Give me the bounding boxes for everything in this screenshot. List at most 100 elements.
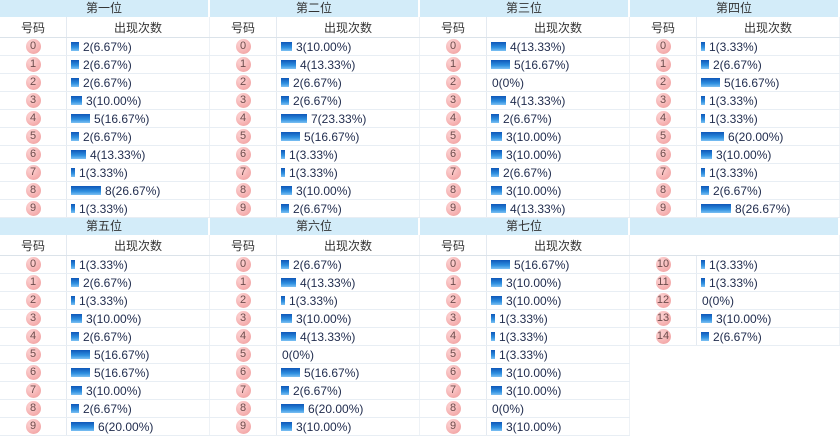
table-row: 3 3(10.00%) (210, 310, 420, 328)
table-row: 3 2(6.67%) (210, 92, 420, 110)
number-cell: 2 (630, 74, 697, 91)
number-cell: 1 (0, 274, 67, 291)
frequency-bar (71, 278, 79, 287)
frequency-label: 3(10.00%) (296, 419, 352, 434)
frequency-bar (281, 114, 307, 123)
table-row: 6 3(10.00%) (420, 364, 630, 382)
frequency-bar (71, 368, 90, 377)
number-badge: 7 (445, 165, 461, 180)
table-row: 4 2(6.67%) (420, 110, 630, 128)
number-badge: 1 (445, 275, 461, 290)
frequency-label: 5(16.67%) (94, 111, 150, 126)
table-row: 8 6(20.00%) (210, 400, 420, 418)
table-row: 12 0(0%) (630, 292, 840, 310)
frequency-bar (71, 422, 94, 431)
count-cell: 2(6.67%) (277, 256, 420, 273)
number-cell: 2 (420, 292, 487, 309)
number-badge: 8 (235, 183, 251, 198)
number-badge: 0 (25, 257, 41, 272)
frequency-bar (281, 296, 285, 305)
number-badge: 0 (655, 39, 671, 54)
count-cell: 3(10.00%) (487, 146, 630, 163)
count-cell: 1(3.33%) (487, 346, 630, 363)
count-cell: 1(3.33%) (697, 38, 840, 55)
frequency-bar (71, 260, 75, 269)
count-cell: 5(16.67%) (487, 256, 630, 273)
frequency-bar (491, 150, 502, 159)
number-badge: 9 (235, 419, 251, 434)
number-badge: 1 (235, 57, 251, 72)
frequency-label: 3(10.00%) (296, 183, 352, 198)
number-badge: 1 (235, 275, 251, 290)
header-number: 号码 (420, 17, 487, 37)
table-row: 1 2(6.67%) (630, 56, 840, 74)
number-cell: 12 (630, 292, 697, 309)
frequency-label: 1(3.33%) (79, 201, 128, 216)
frequency-label: 3(10.00%) (86, 383, 142, 398)
frequency-label: 5(16.67%) (724, 75, 780, 90)
number-badge: 6 (655, 147, 671, 162)
number-cell: 3 (420, 310, 487, 327)
count-cell: 4(13.33%) (67, 146, 210, 163)
number-cell: 1 (210, 56, 277, 73)
number-cell: 5 (210, 128, 277, 145)
number-cell: 2 (0, 292, 67, 309)
table-row: 8 2(6.67%) (630, 182, 840, 200)
number-badge: 3 (25, 311, 41, 326)
table-row: 8 3(10.00%) (420, 182, 630, 200)
count-cell: 2(6.67%) (277, 92, 420, 109)
number-badge: 5 (235, 129, 251, 144)
header-count: 出现次数 (487, 235, 630, 255)
table-title: 第六位 (210, 218, 420, 235)
frequency-bar (281, 42, 292, 51)
number-badge: 6 (25, 365, 41, 380)
frequency-label: 3(10.00%) (716, 311, 772, 326)
count-cell: 2(6.67%) (67, 274, 210, 291)
frequency-bar (281, 314, 292, 323)
number-badge: 0 (235, 39, 251, 54)
count-cell: 3(10.00%) (487, 274, 630, 291)
frequency-label: 1(3.33%) (289, 165, 338, 180)
number-badge: 1 (445, 57, 461, 72)
table-row: 6 3(10.00%) (630, 146, 840, 164)
number-badge: 9 (655, 201, 671, 216)
frequency-bar (281, 132, 300, 141)
count-cell: 1(3.33%) (277, 292, 420, 309)
number-cell: 2 (0, 74, 67, 91)
number-badge: 8 (235, 401, 251, 416)
number-cell: 6 (0, 364, 67, 381)
table-row: 1 2(6.67%) (0, 56, 210, 74)
frequency-bar (71, 150, 86, 159)
number-cell: 7 (420, 164, 487, 181)
frequency-bar (281, 204, 289, 213)
frequency-bar (491, 296, 502, 305)
frequency-label: 2(6.67%) (503, 111, 552, 126)
table-row: 0 4(13.33%) (420, 38, 630, 56)
position-table: 第五位 号码 出现次数 0 1(3.33%) 1 2(6.67%) 2 1(3.33%) 3 3(1… (0, 218, 210, 436)
count-cell: 2(6.67%) (697, 56, 840, 73)
number-cell: 0 (0, 256, 67, 273)
table-row: 9 2(6.67%) (210, 200, 420, 218)
frequency-label: 1(3.33%) (289, 147, 338, 162)
count-cell: 4(13.33%) (487, 38, 630, 55)
number-badge: 3 (445, 311, 461, 326)
frequency-label: 2(6.67%) (503, 165, 552, 180)
number-badge: 3 (655, 93, 671, 108)
frequency-label: 3(10.00%) (506, 129, 562, 144)
number-badge: 9 (25, 201, 41, 216)
count-cell: 1(3.33%) (67, 164, 210, 181)
header-number: 号码 (0, 17, 67, 37)
frequency-label: 5(16.67%) (514, 57, 570, 72)
count-cell: 3(10.00%) (487, 364, 630, 381)
table-row: 2 1(3.33%) (210, 292, 420, 310)
frequency-bar (701, 42, 705, 51)
number-cell: 7 (0, 382, 67, 399)
header-count: 出现次数 (67, 17, 210, 37)
number-badge: 4 (655, 111, 671, 126)
table-row: 8 8(26.67%) (0, 182, 210, 200)
frequency-label: 3(10.00%) (716, 147, 772, 162)
frequency-bar (71, 42, 79, 51)
frequency-label: 1(3.33%) (79, 293, 128, 308)
frequency-bar (491, 204, 506, 213)
